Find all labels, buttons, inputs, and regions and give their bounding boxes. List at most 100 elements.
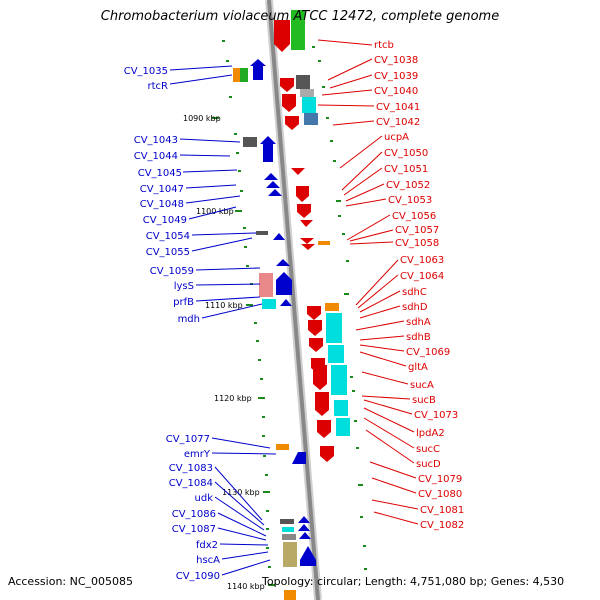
gene-label[interactable]: lpdA2 xyxy=(416,428,445,439)
ruler-label: 1100 kbp xyxy=(196,207,234,216)
feature-arrow xyxy=(300,546,316,566)
gene-label[interactable]: CV_1073 xyxy=(414,410,458,421)
map-title: Chromobacterium violaceum ATCC 12472, co… xyxy=(100,9,500,24)
gene-label[interactable]: lysS xyxy=(174,281,194,292)
gene-label[interactable]: rtcR xyxy=(148,81,169,92)
feature-cv1043 xyxy=(243,137,257,147)
feature-cv1035 xyxy=(233,68,240,82)
gene-label[interactable]: CV_1048 xyxy=(140,199,184,210)
ruler-label: 1130 kbp xyxy=(222,488,260,497)
gene-label[interactable]: CV_1063 xyxy=(400,255,444,266)
gene-label[interactable]: sdhB xyxy=(406,332,431,343)
gene-label[interactable]: CV_1042 xyxy=(376,117,420,128)
feature-sdhb xyxy=(328,345,344,363)
gene-label[interactable]: CV_1055 xyxy=(146,247,190,258)
gene-label[interactable]: CV_1059 xyxy=(150,266,194,277)
feature-ucpa xyxy=(291,168,305,175)
gene-label[interactable]: CV_1080 xyxy=(418,489,462,500)
gene-label[interactable]: CV_1053 xyxy=(388,195,432,206)
feature-rtcr xyxy=(240,68,248,82)
gene-label[interactable]: CV_1045 xyxy=(138,168,182,179)
right-labels: rtcb CV_1038 CV_1039 CV_1040 CV_1041 CV_… xyxy=(374,40,464,531)
feature-arrow xyxy=(297,204,311,218)
gene-label[interactable]: udk xyxy=(195,493,214,504)
gene-label[interactable]: sdhC xyxy=(402,287,427,298)
gene-label[interactable]: CV_1090 xyxy=(176,571,220,582)
gene-label[interactable]: CV_1084 xyxy=(169,478,213,489)
feature-cv1079 xyxy=(320,446,334,462)
gene-label[interactable]: CV_1049 xyxy=(143,215,187,226)
gene-label[interactable]: CV_1054 xyxy=(146,231,190,242)
gene-label[interactable]: CV_1050 xyxy=(384,148,428,159)
gene-label[interactable]: emrY xyxy=(184,449,211,460)
gene-label[interactable]: ucpA xyxy=(384,132,409,143)
feature-arrow xyxy=(298,524,310,531)
feature-arrow xyxy=(250,59,266,80)
gene-label[interactable]: CV_1087 xyxy=(172,524,216,535)
gene-label[interactable]: CV_1083 xyxy=(169,463,213,474)
gene-label[interactable]: gltA xyxy=(408,362,428,373)
feature-arrow xyxy=(285,116,299,130)
gene-label[interactable]: hscA xyxy=(196,555,220,566)
left-leader-lines xyxy=(169,65,277,576)
gene-label[interactable]: prfB xyxy=(173,297,194,308)
gene-label[interactable]: fdx2 xyxy=(196,540,218,551)
feature-lpda2 xyxy=(334,400,348,416)
feature-arrow xyxy=(301,244,315,250)
feature-arrow xyxy=(276,259,290,266)
gene-label[interactable]: CV_1047 xyxy=(140,184,184,195)
gene-label[interactable]: CV_1086 xyxy=(172,509,216,520)
feature-suca xyxy=(331,365,347,395)
gene-label[interactable]: mdh xyxy=(178,314,200,325)
gene-label[interactable]: CV_1043 xyxy=(134,135,178,146)
gene-label[interactable]: sucA xyxy=(410,380,434,391)
gene-label[interactable]: sdhD xyxy=(402,302,428,313)
feature-cv1040 xyxy=(300,89,314,97)
gene-label[interactable]: CV_1041 xyxy=(376,102,420,113)
feature-arrow xyxy=(280,299,292,306)
feature-emry xyxy=(276,444,289,450)
gene-label[interactable]: sucD xyxy=(416,459,441,470)
gene-label[interactable]: CV_1052 xyxy=(386,180,430,191)
gene-label[interactable]: CV_1044 xyxy=(134,151,178,162)
feature-arrow xyxy=(282,94,296,112)
feature-arrow xyxy=(300,220,313,227)
gene-label[interactable]: sdhA xyxy=(406,317,431,328)
feature-arrow xyxy=(300,238,314,244)
gene-label[interactable]: CV_1056 xyxy=(392,211,436,222)
feature-arrow xyxy=(307,306,321,320)
gene-label[interactable]: CV_1082 xyxy=(420,520,464,531)
feature-arrow xyxy=(292,452,306,464)
gene-label[interactable]: CV_1040 xyxy=(374,86,418,97)
ruler-label: 1090 kbp xyxy=(183,114,221,123)
feature-succ xyxy=(336,418,350,436)
ruler-label: 1140 kbp xyxy=(227,582,265,591)
gene-label[interactable]: sucC xyxy=(416,444,440,455)
gene-label[interactable]: CV_1038 xyxy=(374,55,418,66)
gene-label[interactable]: CV_1079 xyxy=(418,474,462,485)
gene-label[interactable]: CV_1035 xyxy=(124,66,168,77)
gene-label[interactable]: CV_1069 xyxy=(406,347,450,358)
gene-label[interactable]: rtcb xyxy=(374,40,394,51)
reverse-strand-features xyxy=(274,10,350,462)
feature-arrow xyxy=(266,181,280,188)
gene-label[interactable]: sucB xyxy=(412,395,436,406)
gene-label[interactable]: CV_1077 xyxy=(166,434,210,445)
feature-hsca xyxy=(283,542,297,567)
feature-arrow xyxy=(308,320,322,336)
gene-label[interactable]: CV_1058 xyxy=(395,238,439,249)
gene-label[interactable]: CV_1051 xyxy=(384,164,428,175)
feature-arrow xyxy=(298,516,310,523)
feature-arrow xyxy=(273,233,285,240)
feature-arrow xyxy=(315,392,329,416)
feature-cv1041 xyxy=(302,97,316,113)
feature-udk xyxy=(282,527,294,532)
gene-label[interactable]: CV_1039 xyxy=(374,71,418,82)
gene-label[interactable]: CV_1081 xyxy=(420,505,464,516)
feature-cv1042 xyxy=(304,113,318,125)
feature-arrow xyxy=(296,186,309,202)
feature-arrow xyxy=(299,532,311,539)
gene-label[interactable]: CV_1064 xyxy=(400,271,444,282)
gene-label[interactable]: CV_1057 xyxy=(395,225,439,236)
ruler-label: 1110 kbp xyxy=(205,301,243,310)
